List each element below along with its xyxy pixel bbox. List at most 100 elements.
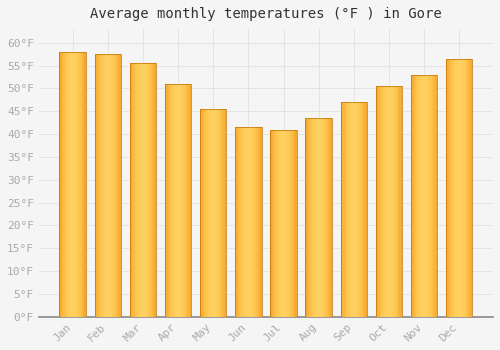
Bar [76,52,78,317]
Bar [348,102,350,317]
Bar [217,109,218,317]
Bar [130,63,131,317]
Bar [398,86,400,317]
Bar [174,84,176,317]
Bar [458,59,459,317]
Bar [462,59,463,317]
Bar [106,54,108,317]
Bar [132,63,134,317]
Bar [68,52,70,317]
Bar [260,127,262,317]
Bar [112,54,113,317]
Bar [120,54,121,317]
Bar [138,63,139,317]
Bar [97,54,98,317]
Bar [270,130,272,317]
Bar [109,54,110,317]
Bar [322,118,324,317]
Bar [79,52,80,317]
Bar [94,54,121,317]
Bar [224,109,225,317]
Bar [188,84,190,317]
Bar [364,102,366,317]
Bar [146,63,147,317]
Bar [328,118,329,317]
Bar [72,52,74,317]
Bar [470,59,471,317]
Bar [82,52,83,317]
Bar [169,84,170,317]
Bar [152,63,154,317]
Bar [281,130,282,317]
Bar [347,102,348,317]
Bar [432,75,434,317]
Bar [378,86,380,317]
Bar [83,52,84,317]
Bar [320,118,322,317]
Bar [310,118,312,317]
Bar [350,102,351,317]
Bar [464,59,466,317]
Bar [96,54,97,317]
Bar [428,75,430,317]
Bar [290,130,292,317]
Bar [70,52,71,317]
Bar [235,127,236,317]
Bar [94,54,96,317]
Bar [366,102,367,317]
Bar [151,63,152,317]
Bar [80,52,82,317]
Bar [278,130,280,317]
Bar [318,118,320,317]
Bar [384,86,385,317]
Bar [246,127,247,317]
Bar [100,54,101,317]
Bar [206,109,208,317]
Bar [165,84,191,317]
Bar [165,84,166,317]
Bar [411,75,438,317]
Bar [222,109,224,317]
Bar [382,86,384,317]
Bar [354,102,355,317]
Bar [394,86,396,317]
Bar [144,63,146,317]
Bar [463,59,464,317]
Bar [306,118,332,317]
Bar [434,75,436,317]
Bar [412,75,414,317]
Bar [280,130,281,317]
Bar [446,59,448,317]
Bar [385,86,386,317]
Bar [117,54,118,317]
Bar [118,54,120,317]
Bar [210,109,212,317]
Bar [139,63,140,317]
Bar [104,54,105,317]
Bar [329,118,330,317]
Bar [415,75,416,317]
Bar [154,63,155,317]
Bar [294,130,296,317]
Bar [330,118,332,317]
Bar [381,86,382,317]
Bar [165,84,191,317]
Bar [343,102,344,317]
Bar [155,63,156,317]
Bar [252,127,254,317]
Bar [292,130,294,317]
Bar [74,52,76,317]
Bar [250,127,251,317]
Bar [113,54,114,317]
Bar [467,59,468,317]
Bar [240,127,242,317]
Bar [363,102,364,317]
Bar [352,102,354,317]
Bar [213,109,214,317]
Bar [218,109,220,317]
Bar [452,59,454,317]
Bar [255,127,256,317]
Bar [360,102,362,317]
Bar [270,130,296,317]
Bar [285,130,286,317]
